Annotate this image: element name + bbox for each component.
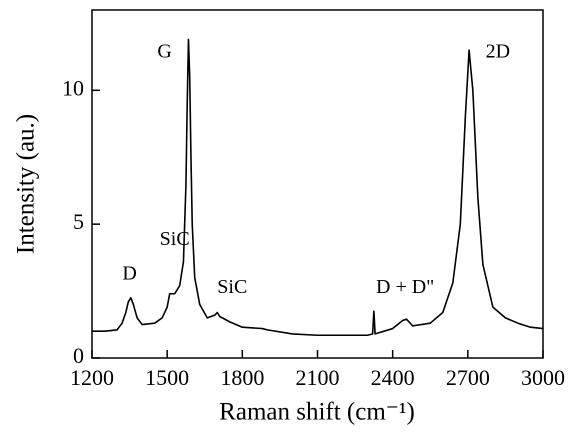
x-tick-label: 2400 [371,365,415,390]
peak-annotation: SiC [217,276,247,298]
peak-annotation: D [122,263,136,285]
y-axis-label: Intensity (au.) [13,114,40,254]
peak-annotation: G [157,40,171,62]
x-tick-label: 3000 [521,365,565,390]
peak-annotation: 2D [486,40,510,62]
x-tick-label: 1500 [145,365,189,390]
x-tick-label: 1800 [220,365,264,390]
x-tick-label: 2100 [296,365,340,390]
y-tick-label: 5 [73,209,84,234]
x-tick-label: 2700 [446,365,490,390]
spectrum-line [92,38,544,337]
peak-annotation: D + D" [376,276,434,298]
x-tick-label: 1200 [70,365,114,390]
y-tick-label: 0 [73,343,84,368]
x-axis-label: Raman shift (cm⁻¹) [219,399,415,426]
peak-annotation: SiC [160,228,190,250]
y-tick-label: 10 [62,75,84,100]
